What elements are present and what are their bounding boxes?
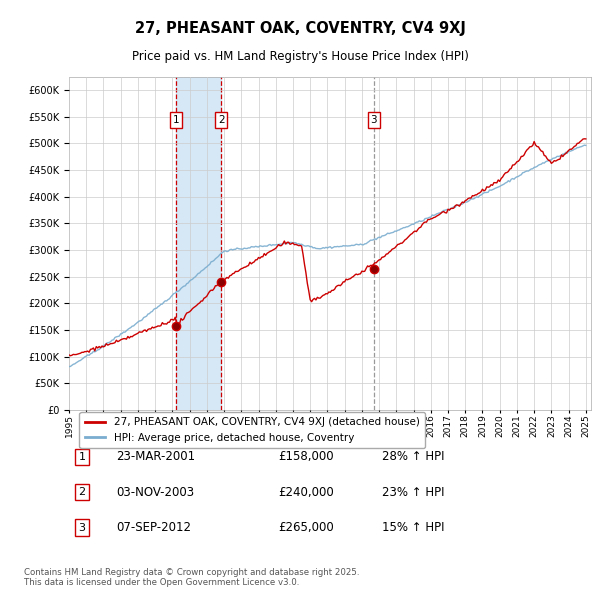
Text: 2: 2: [218, 115, 224, 125]
Text: Price paid vs. HM Land Registry's House Price Index (HPI): Price paid vs. HM Land Registry's House …: [131, 50, 469, 63]
Text: 28% ↑ HPI: 28% ↑ HPI: [382, 450, 445, 463]
Text: 23% ↑ HPI: 23% ↑ HPI: [382, 486, 445, 499]
Text: 23-MAR-2001: 23-MAR-2001: [116, 450, 195, 463]
Text: £265,000: £265,000: [278, 521, 334, 534]
Text: 03-NOV-2003: 03-NOV-2003: [116, 486, 194, 499]
Text: 3: 3: [79, 523, 86, 533]
Text: 3: 3: [370, 115, 377, 125]
Text: £240,000: £240,000: [278, 486, 334, 499]
Text: 1: 1: [173, 115, 179, 125]
Legend: 27, PHEASANT OAK, COVENTRY, CV4 9XJ (detached house), HPI: Average price, detach: 27, PHEASANT OAK, COVENTRY, CV4 9XJ (det…: [79, 412, 425, 448]
Text: £158,000: £158,000: [278, 450, 334, 463]
Text: 15% ↑ HPI: 15% ↑ HPI: [382, 521, 445, 534]
Text: 2: 2: [79, 487, 86, 497]
Text: 07-SEP-2012: 07-SEP-2012: [116, 521, 191, 534]
Bar: [176, 77, 221, 410]
Text: Contains HM Land Registry data © Crown copyright and database right 2025.
This d: Contains HM Land Registry data © Crown c…: [24, 568, 359, 587]
Text: 1: 1: [79, 452, 86, 461]
Text: 27, PHEASANT OAK, COVENTRY, CV4 9XJ: 27, PHEASANT OAK, COVENTRY, CV4 9XJ: [134, 21, 466, 35]
